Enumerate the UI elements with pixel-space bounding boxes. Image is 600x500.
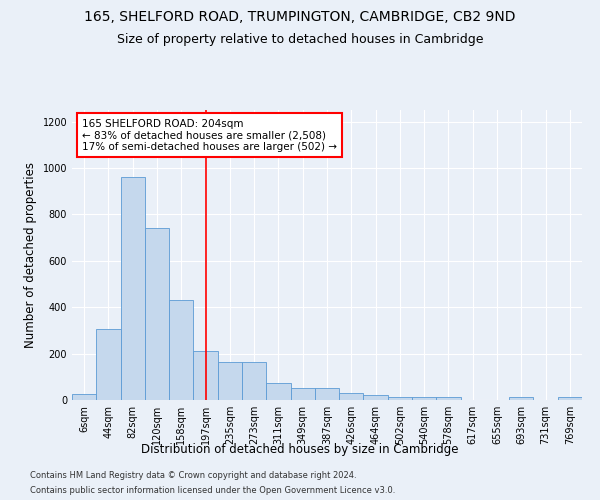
Bar [72,394,96,400]
Bar [339,393,364,400]
Text: Contains public sector information licensed under the Open Government Licence v3: Contains public sector information licen… [30,486,395,495]
Bar [193,352,218,400]
Bar [412,396,436,400]
Bar [169,300,193,400]
Text: Contains HM Land Registry data © Crown copyright and database right 2024.: Contains HM Land Registry data © Crown c… [30,471,356,480]
Bar [266,382,290,400]
Bar [436,396,461,400]
Bar [388,396,412,400]
Bar [558,396,582,400]
Bar [145,228,169,400]
Bar [96,329,121,400]
Bar [315,388,339,400]
Bar [242,362,266,400]
Bar [509,396,533,400]
Text: 165, SHELFORD ROAD, TRUMPINGTON, CAMBRIDGE, CB2 9ND: 165, SHELFORD ROAD, TRUMPINGTON, CAMBRID… [84,10,516,24]
Bar [364,396,388,400]
Text: Distribution of detached houses by size in Cambridge: Distribution of detached houses by size … [141,442,459,456]
Bar [290,388,315,400]
Bar [218,362,242,400]
Text: 165 SHELFORD ROAD: 204sqm
← 83% of detached houses are smaller (2,508)
17% of se: 165 SHELFORD ROAD: 204sqm ← 83% of detac… [82,118,337,152]
Text: Size of property relative to detached houses in Cambridge: Size of property relative to detached ho… [117,32,483,46]
Bar [121,178,145,400]
Y-axis label: Number of detached properties: Number of detached properties [24,162,37,348]
